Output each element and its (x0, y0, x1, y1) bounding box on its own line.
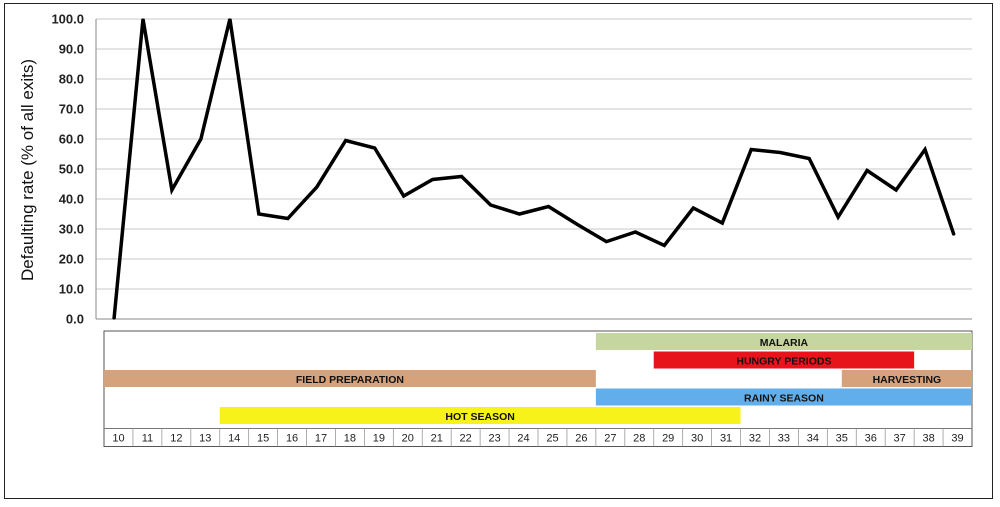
data-point (431, 178, 434, 181)
data-point (605, 240, 608, 243)
season-timeline: MALARIA HUNGRY PERIODS FIELD PREPARATION HA… (103, 330, 973, 447)
y-tick-label: 80.0 (59, 72, 84, 87)
x-tick-label: 38 (922, 433, 934, 445)
x-tick-label: 28 (633, 433, 645, 445)
y-tick-label: 40.0 (59, 192, 84, 207)
data-point (113, 318, 115, 320)
x-tick-label: 34 (807, 433, 819, 445)
x-tick-label: 13 (199, 433, 211, 445)
x-tick-label: 32 (749, 433, 761, 445)
data-point (576, 223, 579, 226)
data-point (634, 231, 637, 233)
data-point (547, 205, 550, 208)
x-tick-label: 16 (286, 433, 298, 445)
data-point (721, 222, 724, 224)
data-point (924, 148, 926, 151)
band-label: MALARIA (760, 337, 809, 349)
gridlines (95, 18, 972, 320)
x-tick-label: 21 (431, 433, 443, 445)
y-tick-label: 70.0 (59, 102, 84, 117)
band-rainy-season (595, 388, 972, 406)
x-tick-label: 36 (865, 433, 877, 445)
y-tick-label: 0.0 (66, 312, 84, 327)
data-point (229, 18, 231, 20)
x-tick-label: 20 (402, 433, 414, 445)
y-axis-label: Defaulting rate (% of all exits) (18, 59, 37, 281)
data-point (489, 204, 492, 206)
data-point (373, 147, 376, 149)
x-tick-label: 12 (170, 433, 182, 445)
x-tick-label: 30 (691, 433, 703, 445)
x-tick-label: 39 (951, 433, 963, 445)
x-tick-label: 19 (373, 433, 385, 445)
x-tick-label: 37 (894, 433, 906, 445)
band-harvesting (841, 370, 972, 387)
x-tick-label: 17 (315, 433, 327, 445)
band-label: HOT SEASON (445, 411, 514, 423)
y-tick-label: 20.0 (59, 252, 84, 267)
y-tick-label: 10.0 (59, 282, 84, 297)
x-tick-label: 18 (344, 433, 356, 445)
data-point (344, 139, 347, 142)
y-axis-ticks: 0.0 10.0 20.0 30.0 40.0 50.0 60.0 70.0 80.0 90.0 1… (51, 12, 84, 327)
x-tick-label: 10 (112, 433, 124, 445)
data-point (779, 151, 782, 154)
data-point (808, 157, 810, 160)
y-tick-label: 30.0 (59, 222, 84, 237)
x-tick-label: 24 (517, 433, 529, 445)
x-tick-label: 25 (546, 433, 558, 445)
data-point (895, 189, 897, 191)
x-tick-label: 22 (460, 433, 472, 445)
data-point (518, 213, 521, 215)
y-tick-label: 50.0 (59, 162, 84, 177)
band-field-preparation (104, 370, 596, 387)
data-point (953, 234, 955, 236)
data-point (200, 138, 202, 140)
band-malaria (595, 333, 972, 350)
band-label: RAINY SEASON (744, 392, 824, 404)
y-tick-label: 100.0 (51, 12, 84, 27)
x-tick-label: 33 (778, 433, 790, 445)
data-point (692, 207, 695, 209)
band-hot-season (219, 407, 741, 424)
data-point (142, 18, 144, 20)
x-tick-label: 23 (488, 433, 500, 445)
x-tick-label: 14 (228, 433, 240, 445)
data-point (315, 186, 318, 188)
data-point (837, 216, 839, 218)
band-hungry-periods (653, 351, 915, 369)
y-tick-label: 60.0 (59, 132, 84, 147)
data-point (286, 217, 289, 220)
chart-frame (4, 3, 993, 499)
series-line-path (112, 18, 956, 320)
data-point (402, 195, 405, 197)
x-tick-label: 35 (836, 433, 848, 445)
x-tick-label: 31 (720, 433, 732, 445)
data-point (460, 175, 463, 178)
x-tick-label: 11 (142, 433, 153, 445)
x-tick-label: 15 (257, 433, 269, 445)
data-point (171, 189, 173, 191)
band-label: FIELD PREPARATION (296, 374, 404, 386)
band-label: HARVESTING (873, 374, 942, 386)
band-label: HUNGRY PERIODS (736, 355, 831, 367)
series-line (112, 18, 956, 320)
y-tick-label: 90.0 (59, 42, 84, 57)
x-tick-label: 27 (604, 433, 616, 445)
x-tick-label: 26 (575, 433, 587, 445)
data-point (750, 148, 753, 151)
data-point (663, 244, 666, 247)
data-point (866, 169, 868, 172)
x-tick-label: 29 (662, 433, 674, 445)
data-point (258, 213, 260, 215)
